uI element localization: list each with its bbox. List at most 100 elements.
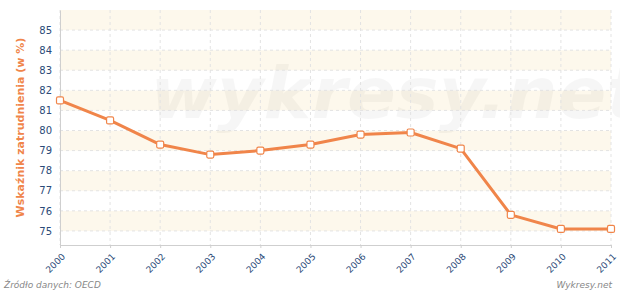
x-tick: 2004 — [244, 245, 267, 275]
y-axis-title: Wskaźnik zatrudnienia (w %) — [14, 38, 27, 218]
marker — [257, 147, 264, 154]
x-tick: 2007 — [395, 245, 418, 275]
x-tick-label: 2009 — [495, 251, 518, 274]
grid-line-y — [60, 130, 611, 131]
x-tick: 2009 — [495, 245, 518, 275]
source: Źródło danych: OECD — [3, 279, 101, 290]
grid-line-x — [510, 10, 511, 245]
grid-line-x — [160, 10, 161, 245]
marker — [557, 225, 564, 232]
y-tick: 78 — [39, 165, 60, 176]
grid-line-y — [60, 70, 611, 71]
x-tick-mark — [461, 245, 462, 248]
y-tick-label: 85 — [39, 25, 52, 36]
y-tick: 84 — [39, 45, 60, 56]
grid-line-y — [60, 110, 611, 111]
marker — [157, 141, 164, 148]
x-tick-label: 2004 — [244, 251, 267, 274]
band — [60, 30, 611, 50]
marker — [107, 117, 114, 124]
grid-line-x — [110, 10, 111, 245]
marker — [457, 145, 464, 152]
x-tick-mark — [511, 245, 512, 248]
x-tick-mark — [611, 245, 612, 248]
x-tick: 2003 — [194, 245, 217, 275]
x-tick-mark — [260, 245, 261, 248]
y-tick-label: 80 — [39, 125, 52, 136]
y-tick-label: 79 — [39, 145, 52, 156]
x-tick-label: 2007 — [395, 252, 418, 275]
x-tick-mark — [411, 245, 412, 248]
grid-line-x — [460, 10, 461, 245]
watermark: wykresy.net — [150, 51, 620, 135]
y-tick: 79 — [39, 145, 60, 156]
y-axis: 75 76 77 78 79 80 81 82 83 84 85 — [39, 11, 60, 246]
x-tick-mark — [160, 245, 161, 248]
x-tick: 2011 — [595, 245, 618, 275]
x-tick-mark — [361, 245, 362, 248]
marker — [57, 97, 64, 104]
line — [60, 100, 611, 229]
grid-line-y — [60, 230, 611, 231]
marker — [207, 151, 214, 158]
marker — [307, 141, 314, 148]
y-tick: 76 — [39, 206, 60, 217]
x-tick-label: 2002 — [144, 252, 167, 275]
grid-line-x — [360, 10, 361, 245]
grid-line-x — [260, 10, 261, 245]
marker — [407, 129, 414, 136]
y-tick: 77 — [39, 185, 60, 196]
band — [60, 10, 611, 30]
y-tick-label: 81 — [39, 105, 52, 116]
grid-line-y — [60, 210, 611, 211]
grid-line-y — [60, 190, 611, 191]
y-axis-line — [60, 11, 61, 246]
x-tick-label: 2000 — [44, 251, 67, 274]
x-tick-label: 2008 — [445, 251, 468, 274]
y-tick-label: 76 — [39, 206, 52, 217]
grid-line-y — [60, 150, 611, 151]
x-tick-label: 2001 — [94, 252, 117, 275]
x-tick-label: 2010 — [545, 251, 568, 274]
y-tick: 75 — [39, 226, 60, 237]
x-tick: 2008 — [445, 245, 468, 275]
x-tick-label: 2003 — [194, 252, 217, 275]
y-tick-label: 77 — [39, 185, 52, 196]
y-tick: 85 — [39, 25, 60, 36]
x-tick-label: 2005 — [294, 252, 317, 275]
band — [60, 171, 611, 191]
x-tick-label: 2011 — [595, 252, 618, 275]
band — [60, 231, 611, 245]
grid-line-x — [410, 10, 411, 245]
x-tick: 2010 — [545, 245, 568, 275]
grid-line-y — [60, 170, 611, 171]
grid-line-y — [60, 30, 611, 31]
grid-line-x — [60, 10, 61, 245]
x-tick: 2006 — [344, 245, 367, 275]
x-tick: 2005 — [294, 245, 317, 275]
y-tick: 81 — [39, 105, 60, 116]
marker — [507, 211, 514, 218]
x-tick-mark — [210, 245, 211, 248]
grid — [60, 10, 611, 245]
y-tick-label: 75 — [39, 226, 52, 237]
x-tick-label: 2006 — [344, 251, 367, 274]
y-tick-label: 82 — [39, 85, 52, 96]
band — [60, 191, 611, 211]
grid-line-y — [60, 90, 611, 91]
x-axis: 2000 2001 2002 2003 2004 2005 2006 2007 2008 2009… — [44, 245, 618, 275]
credit: Wykresy.net — [556, 280, 612, 290]
x-tick: 2002 — [144, 245, 167, 275]
y-tick: 83 — [39, 65, 60, 76]
chart: wykresy.net75767778798081828384852000200… — [0, 0, 620, 292]
grid-line-x — [611, 10, 612, 245]
grid-line-x — [560, 10, 561, 245]
grid-line-y — [60, 50, 611, 51]
grid-line-x — [310, 10, 311, 245]
x-tick-mark — [561, 245, 562, 248]
series — [57, 97, 615, 233]
x-tick-mark — [110, 245, 111, 248]
y-tick-label: 78 — [39, 165, 52, 176]
grid-line-x — [210, 10, 211, 245]
x-tick: 2000 — [44, 245, 67, 275]
